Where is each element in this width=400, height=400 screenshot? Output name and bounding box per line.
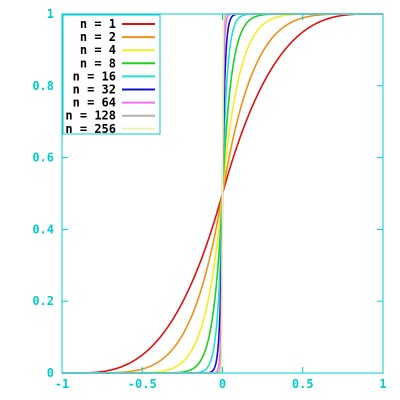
x-tick-label: 0.5	[292, 377, 314, 391]
legend-label-n32: n = 32	[73, 83, 116, 97]
x-tick-label: 1	[379, 377, 386, 391]
legend-label-n8: n = 8	[80, 56, 116, 70]
y-tick-label: 0.6	[32, 151, 54, 165]
y-tick-label: 0	[47, 366, 54, 380]
y-tick-label: 0.2	[32, 294, 54, 308]
x-tick-label: -0.5	[128, 377, 157, 391]
y-tick-label: 0.4	[32, 222, 54, 236]
legend-label-n16: n = 16	[73, 69, 116, 83]
legend-label-n256: n = 256	[65, 122, 116, 136]
legend-label-n128: n = 128	[65, 109, 116, 123]
legend-label-n2: n = 2	[80, 30, 116, 44]
legend: n = 1n = 2n = 4n = 8n = 16n = 32n = 64n …	[62, 14, 161, 136]
legend-label-n4: n = 4	[80, 43, 116, 57]
legend-label-n64: n = 64	[73, 96, 116, 110]
x-tick-label: 0	[219, 377, 226, 391]
x-tick-label: -1	[55, 377, 69, 391]
legend-box	[62, 14, 161, 135]
y-tick-label: 0.8	[32, 79, 54, 93]
y-tick-label: 1	[47, 7, 54, 21]
legend-label-n1: n = 1	[80, 17, 116, 31]
tick-layer: -1 -0.5 0 0.5 1 0 0.2 0.4 0.6 0.8 1	[32, 7, 386, 391]
